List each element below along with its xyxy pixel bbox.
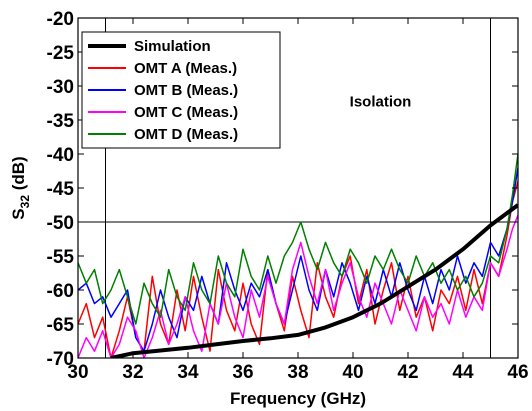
x-axis-label: Frequency (GHz) — [230, 389, 366, 408]
series-layer — [78, 153, 518, 358]
y-tick-label: -60 — [47, 281, 74, 302]
y-tick-label: -30 — [47, 77, 74, 98]
y-tick-label: -25 — [47, 43, 75, 64]
x-tick-labels: 30 32 34 36 38 40 42 44 46 — [67, 362, 528, 383]
axis-ticks — [77, 17, 519, 359]
legend-label: OMT B (Meas.) — [134, 82, 238, 99]
series-line-omt-d-meas — [78, 153, 518, 325]
y-tick-label: -70 — [47, 349, 74, 370]
x-tick-label: 34 — [177, 362, 199, 383]
y-tick-label: -20 — [47, 9, 74, 30]
series-line-omt-a-meas — [78, 181, 518, 358]
y-tick-label: -65 — [47, 315, 75, 336]
y-tick-labels: -70 -65 -60 -55 -50 -45 -40 -35 -30 -25 -20 — [47, 9, 75, 370]
legend-label: OMT A (Meas.) — [134, 60, 237, 77]
series-line-omt-c-meas — [78, 214, 518, 358]
x-tick-label: 38 — [287, 362, 308, 383]
x-tick-label: 42 — [397, 362, 418, 383]
series-line-simulation — [110, 203, 518, 358]
y-tick-label: -40 — [47, 145, 74, 166]
legend-label: Simulation — [134, 38, 211, 55]
series-line-omt-b-meas — [78, 167, 518, 352]
y-tick-label: -55 — [47, 247, 75, 268]
y-axis-label: S32 (dB) — [9, 156, 32, 219]
x-tick-label: 36 — [232, 362, 253, 383]
x-tick-label: 46 — [507, 362, 528, 383]
legend-label: OMT D (Meas.) — [134, 126, 238, 143]
y-tick-label: -45 — [47, 179, 75, 200]
x-tick-label: 30 — [67, 362, 88, 383]
y-tick-label: -50 — [47, 213, 74, 234]
x-tick-label: 40 — [342, 362, 363, 383]
legend: Simulation OMT A (Meas.) OMT B (Meas.) OMT … — [81, 31, 281, 149]
y-tick-label: -35 — [47, 111, 75, 132]
legend-label: OMT C (Meas.) — [134, 104, 238, 121]
x-tick-label: 44 — [452, 362, 474, 383]
x-tick-label: 32 — [122, 362, 143, 383]
isolation-annotation: Isolation — [350, 93, 412, 110]
